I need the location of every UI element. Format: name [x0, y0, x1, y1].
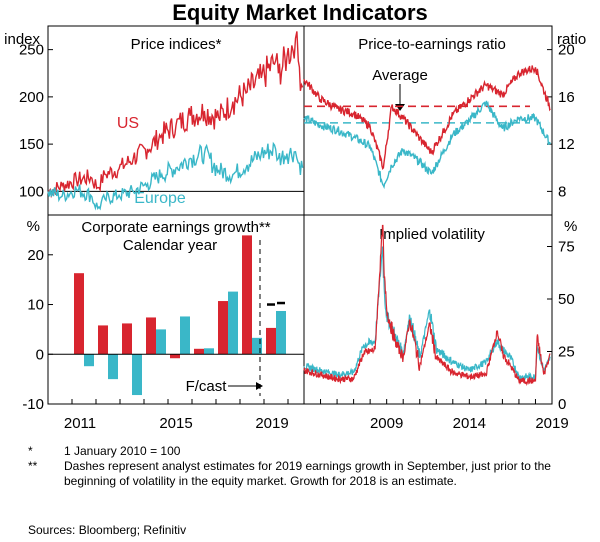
- earnings-europe-bar: [228, 291, 238, 355]
- earnings-europe-bar: [84, 354, 94, 367]
- earnings-europe-bar: [204, 348, 214, 355]
- earnings-us-bar: [146, 317, 156, 355]
- footnote-1: * 1 January 2010 = 100: [28, 444, 588, 459]
- earnings-us-bar: [242, 235, 252, 355]
- price-y-tick-label: 100: [19, 183, 44, 200]
- footnote-2-text: Dashes represent analyst estimates for 2…: [64, 459, 551, 488]
- earnings-us-bar: [170, 354, 180, 359]
- price-index-plot: [47, 31, 304, 211]
- earnings-europe-bar: [180, 316, 190, 355]
- earnings-x-tick-label: 2015: [159, 415, 192, 432]
- earnings-panel-title: Corporate earnings growth**: [81, 219, 270, 236]
- price-europe-line: [47, 141, 304, 211]
- earnings-us-bar: [74, 273, 84, 355]
- vol-europe-line: [303, 246, 551, 382]
- footnotes: * 1 January 2010 = 100 ** Dashes represe…: [28, 444, 588, 489]
- figure-title: Equity Market Indicators: [172, 0, 428, 25]
- earnings-us-bar: [98, 325, 108, 355]
- vol-panel-title: Implied volatility: [379, 226, 485, 243]
- vol-x-tick-label: 2019: [535, 415, 568, 432]
- footnote-2: ** Dashes represent analyst estimates fo…: [28, 459, 588, 489]
- vol-x-tick-label: 2009: [370, 415, 403, 432]
- price-us-line: [47, 31, 304, 199]
- vol-y-tick-label: 75: [558, 239, 575, 256]
- footnote-1-text: 1 January 2010 = 100: [64, 444, 181, 458]
- earnings-us-bar: [122, 323, 132, 355]
- price-y-tick-label: 150: [19, 136, 44, 153]
- earnings-panel-subtitle: Calendar year: [123, 237, 217, 254]
- earnings-growth-plot: [48, 235, 304, 405]
- earnings-europe-bar: [108, 354, 118, 380]
- earnings-us-bar: [266, 327, 276, 355]
- earnings-y-tick-label: 20: [27, 247, 44, 264]
- vol-y-tick-label: 0: [558, 396, 566, 413]
- europe-series-label: Europe: [134, 190, 186, 207]
- earnings-x-tick-label: 2019: [255, 415, 288, 432]
- earnings-us-bar: [218, 301, 228, 355]
- earnings-y-tick-label: -10: [22, 396, 44, 413]
- earnings-europe-bar: [276, 310, 286, 355]
- vol-y-tick-label: 50: [558, 291, 575, 308]
- sources-note: Sources: Bloomberg; Refinitiv: [28, 523, 187, 537]
- earnings-y-tick-label: 0: [36, 346, 44, 363]
- footnote-2-mark: **: [28, 459, 38, 473]
- price-y-tick-label: 250: [19, 42, 44, 59]
- pe-y-tick-label: 8: [558, 183, 566, 200]
- pe-average-label: Average: [372, 67, 428, 84]
- price-y-tick-label: 200: [19, 89, 44, 106]
- vol-y-tick-label: 25: [558, 344, 575, 361]
- pe-panel-title: Price-to-earnings ratio: [358, 36, 506, 53]
- pe-us-line: [303, 65, 551, 171]
- price-panel-title: Price indices*: [131, 36, 222, 53]
- vol-x-tick-label: 2014: [453, 415, 486, 432]
- earnings-europe-bar: [132, 354, 142, 396]
- axis-tick-labels: 100 150 200 250 8 12 16 20 -10 0 10 20 2011 2015 2019 0…: [19, 42, 575, 432]
- footnote-1-mark: *: [28, 444, 33, 458]
- forecast-label: F/cast: [186, 378, 228, 395]
- earnings-unit-label: %: [27, 218, 40, 235]
- pe-y-tick-label: 20: [558, 42, 575, 59]
- pe-ratio-plot: [303, 49, 552, 192]
- earnings-x-tick-label: 2011: [64, 415, 96, 432]
- pe-y-tick-label: 12: [558, 136, 575, 153]
- vol-us-line: [303, 224, 551, 387]
- earnings-y-tick-label: 10: [27, 297, 44, 314]
- pe-y-tick-label: 16: [558, 89, 575, 106]
- us-series-label: US: [117, 115, 139, 132]
- pe-europe-line: [303, 100, 551, 190]
- earnings-europe-bar: [252, 337, 262, 355]
- earnings-europe-bar: [156, 329, 166, 355]
- implied-volatility-plot: [303, 224, 553, 405]
- pe-unit-label: ratio: [557, 31, 586, 48]
- earnings-us-bar: [194, 348, 204, 355]
- vol-unit-label: %: [564, 218, 577, 235]
- equity-indicators-figure: Equity Market Indicators index ratio % %…: [4, 0, 586, 432]
- price-unit-label: index: [4, 31, 40, 48]
